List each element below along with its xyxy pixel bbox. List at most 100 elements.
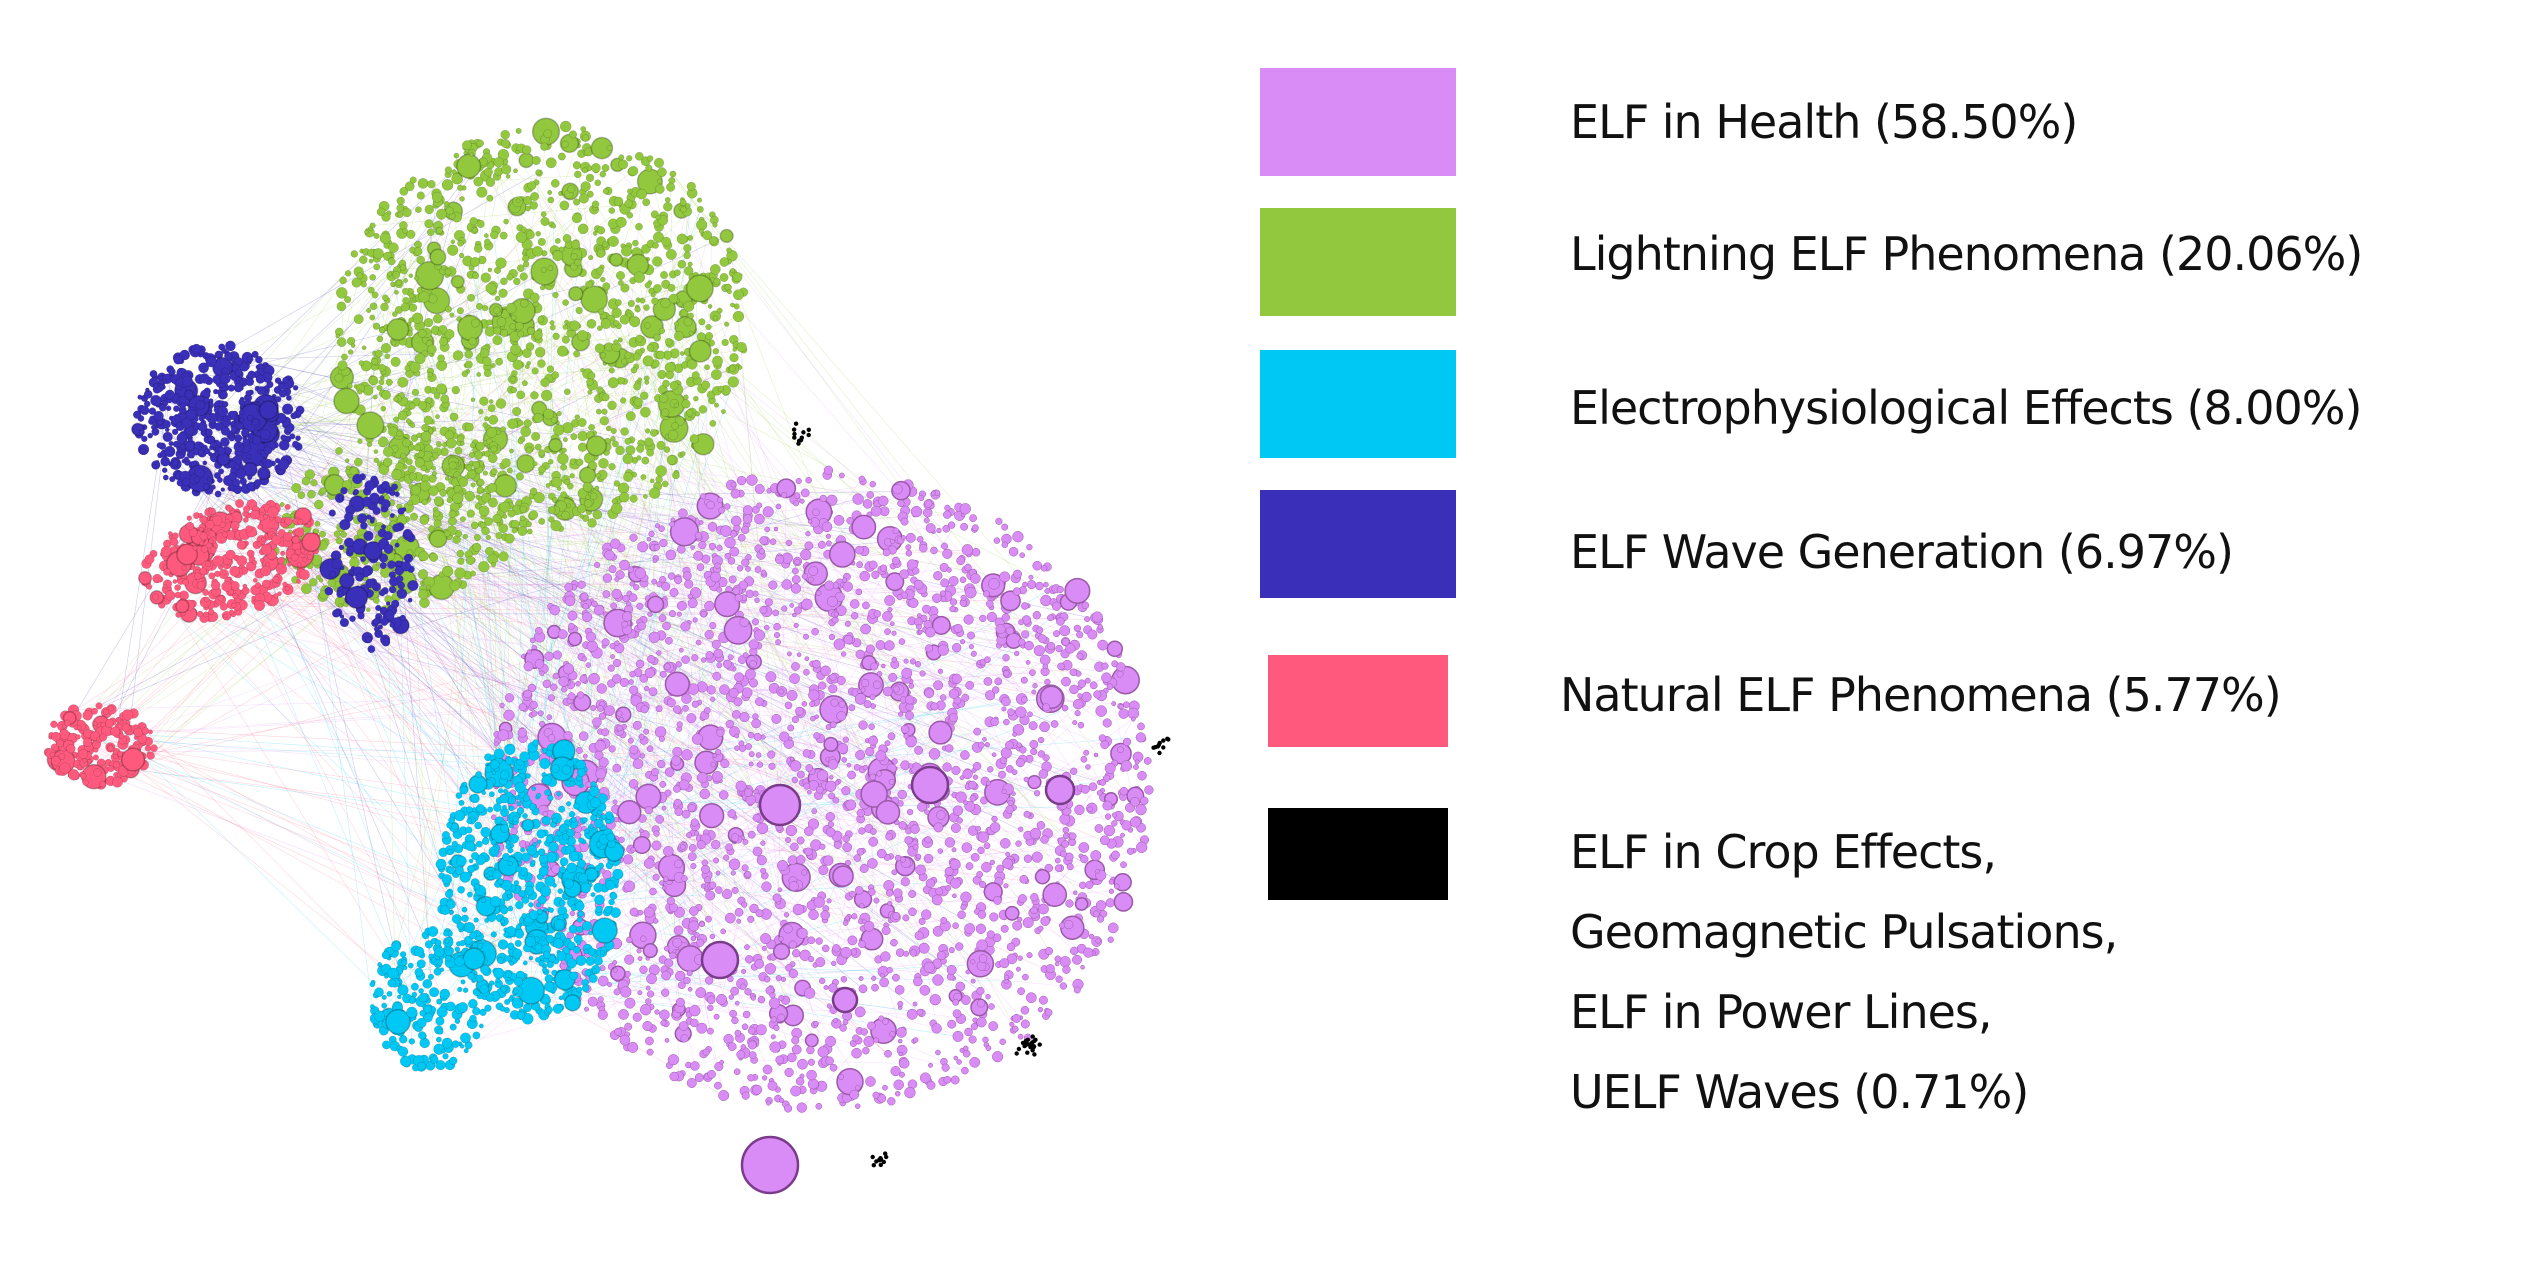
network-node <box>575 306 583 315</box>
network-node <box>1139 796 1149 806</box>
network-node <box>490 362 496 369</box>
network-node <box>297 491 306 500</box>
network-node <box>441 265 447 271</box>
network-node <box>754 484 765 494</box>
network-node <box>1076 652 1084 660</box>
network-node <box>561 686 568 693</box>
network-node <box>941 542 948 550</box>
network-node <box>984 742 990 748</box>
network-node <box>701 864 710 874</box>
network-node <box>657 369 667 380</box>
network-node <box>784 1067 794 1078</box>
network-node <box>577 580 586 589</box>
network-node <box>897 711 904 717</box>
network-node <box>623 471 634 482</box>
network-node <box>858 720 868 730</box>
network-node <box>656 650 662 656</box>
network-node <box>517 438 524 445</box>
network-node <box>1018 638 1026 646</box>
network-node <box>547 190 553 195</box>
network-node <box>580 367 585 373</box>
network-node <box>842 834 850 843</box>
network-node <box>849 599 860 609</box>
network-node <box>977 910 987 919</box>
network-node <box>741 864 749 872</box>
network-node <box>527 181 537 191</box>
network-node <box>1137 722 1145 731</box>
network-node <box>653 157 665 168</box>
network-node <box>730 833 740 842</box>
network-node <box>492 306 501 315</box>
network-node <box>439 488 447 497</box>
network-node <box>705 915 712 923</box>
network-node <box>547 196 555 204</box>
network-node <box>905 711 914 720</box>
network-node <box>985 994 991 1000</box>
network-node <box>933 680 944 691</box>
network-node <box>529 292 540 303</box>
network-edge <box>578 582 1001 684</box>
network-node <box>698 405 708 414</box>
network-node <box>858 984 868 994</box>
network-node <box>639 674 649 683</box>
network-node <box>668 293 679 304</box>
network-node <box>963 800 968 805</box>
network-node <box>585 173 595 183</box>
network-node <box>613 319 620 327</box>
network-node <box>488 399 494 404</box>
network-node <box>1036 626 1044 634</box>
network-node <box>585 631 597 642</box>
network-node <box>868 836 879 847</box>
network-node <box>1093 690 1102 699</box>
network-node <box>683 317 693 327</box>
network-node <box>833 638 846 650</box>
network-node <box>892 911 901 921</box>
network-node <box>629 533 638 542</box>
network-node <box>556 345 569 357</box>
network-node <box>666 182 676 192</box>
network-node <box>549 324 556 331</box>
network-node <box>805 476 812 484</box>
network-node <box>476 372 482 377</box>
network-node <box>851 514 877 540</box>
network-node <box>773 1024 780 1031</box>
network-edge <box>268 353 431 477</box>
network-node <box>649 478 655 484</box>
network-node <box>952 922 959 929</box>
network-node <box>829 721 837 729</box>
network-node <box>978 954 988 963</box>
network-node <box>772 942 791 961</box>
network-node <box>710 761 716 768</box>
network-node <box>797 1058 808 1070</box>
network-node <box>716 993 727 1005</box>
network-node <box>1035 581 1044 591</box>
network-node <box>532 837 538 843</box>
network-node <box>825 1035 837 1047</box>
network-node <box>944 504 951 512</box>
network-node <box>1143 757 1152 765</box>
network-edge <box>399 578 413 1060</box>
network-node <box>597 975 609 987</box>
network-node <box>898 638 906 645</box>
network-node <box>395 279 402 286</box>
network-node <box>1037 1007 1044 1013</box>
network-node <box>673 331 684 341</box>
network-node <box>546 365 555 373</box>
network-node <box>659 538 668 548</box>
network-node <box>622 594 630 603</box>
network-node <box>587 389 593 395</box>
network-node <box>1005 740 1014 750</box>
network-node <box>636 455 642 461</box>
network-node <box>752 1084 763 1095</box>
network-node <box>869 773 877 781</box>
network-node <box>482 304 489 312</box>
network-node <box>826 596 838 607</box>
network-node <box>629 316 641 328</box>
network-node <box>563 479 571 486</box>
network-node <box>742 652 749 659</box>
network-node <box>791 716 799 724</box>
network-node <box>336 301 347 312</box>
network-node <box>637 621 646 631</box>
network-node <box>1015 758 1025 768</box>
network-node <box>884 595 895 606</box>
